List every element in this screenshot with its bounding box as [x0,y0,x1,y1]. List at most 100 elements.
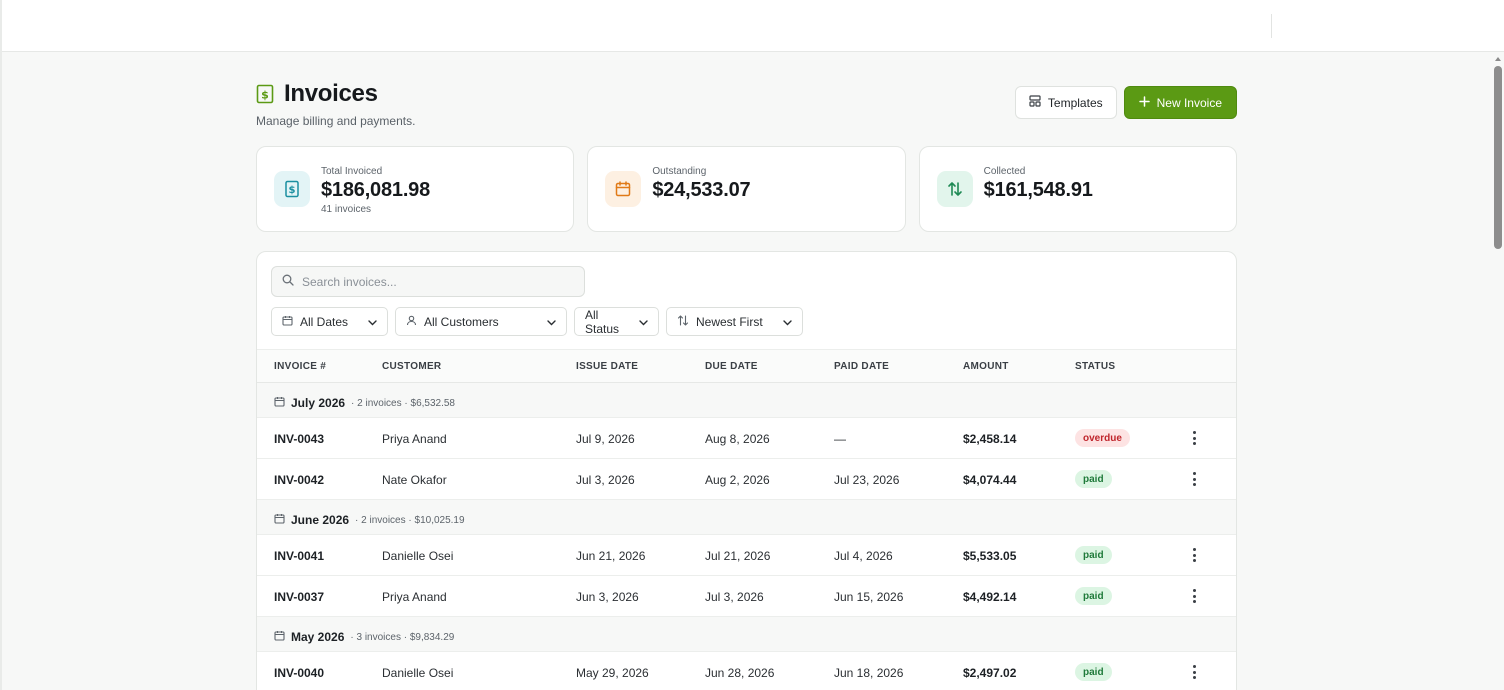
customer-name: Priya Anand [382,590,447,604]
due-date: Jun 28, 2026 [705,666,775,680]
invoice-number: INV-0037 [274,590,325,604]
group-name: July 2026 [291,396,346,410]
due-date: Jul 21, 2026 [705,549,771,563]
month-group-row: May 2026 · 3 invoices · $9,834.29 [257,617,1236,652]
table-row[interactable]: INV-0041 Danielle Osei Jun 21, 2026 Jul 21,… [257,535,1236,576]
sort-dropdown[interactable]: Newest First [666,307,803,336]
svg-text:$: $ [261,89,269,102]
group-name: May 2026 [291,630,345,644]
invoice-number: INV-0042 [274,473,325,487]
paid-date: Jun 15, 2026 [834,590,904,604]
stat-sub: 41 invoices [321,204,372,215]
paid-date: Jul 23, 2026 [834,473,900,487]
more-options-icon[interactable] [1187,588,1201,604]
topbar-divider [1271,14,1272,38]
status-filter-label: All Status [585,307,620,336]
more-options-icon[interactable] [1187,471,1201,487]
column-header-issue-date[interactable]: ISSUE DATE [576,361,639,372]
templates-button[interactable]: Templates [1014,86,1117,119]
search-box[interactable] [271,266,585,297]
stat-value: $186,081.98 [321,179,431,201]
stat-value: $161,548.91 [983,179,1093,201]
column-header-due-date[interactable]: DUE DATE [705,361,758,372]
page-header: $ Invoices Manage billing and payments. … [256,80,1237,130]
column-header-amount[interactable]: AMOUNT [963,361,1009,372]
due-date: Aug 2, 2026 [705,473,770,487]
stat-label: Collected [983,166,1026,177]
chevron-down-icon [639,315,648,329]
customer-name: Priya Anand [382,432,447,446]
issue-date: Jul 9, 2026 [576,432,635,446]
left-edge [0,0,2,690]
amount: $5,533.05 [963,549,1017,563]
customer-filter-label: All Customers [424,314,499,329]
status-badge: paid [1075,663,1112,681]
chevron-down-icon [783,315,792,329]
issue-date: Jul 3, 2026 [576,473,635,487]
column-header-status[interactable]: STATUS [1075,361,1116,372]
stat-card-outstanding: Outstanding $24,533.07 [587,146,906,232]
column-header-invoice[interactable]: INVOICE # [274,361,327,372]
amount: $2,458.14 [963,432,1017,446]
date-filter-dropdown[interactable]: All Dates [271,307,388,336]
invoices-table-card: All Dates All Customers All Status Newes… [256,251,1237,690]
svg-text:$: $ [289,185,296,196]
month-group-row: July 2026 · 2 invoices · $6,532.58 [257,383,1236,418]
month-group-row: June 2026 · 2 invoices · $10,025.19 [257,500,1236,535]
stat-card-collected: Collected $161,548.91 [918,146,1237,232]
more-options-icon[interactable] [1187,430,1201,446]
more-options-icon[interactable] [1187,547,1201,563]
table-row[interactable]: INV-0042 Nate Okafor Jul 3, 2026 Aug 2, 202… [257,459,1236,500]
customer-filter-dropdown[interactable]: All Customers [395,307,567,336]
due-date: Jul 3, 2026 [705,590,764,604]
paid-date: Jul 4, 2026 [834,549,893,563]
new-invoice-button[interactable]: New Invoice [1123,86,1237,119]
amount: $4,492.14 [963,590,1017,604]
stat-label: Outstanding [652,166,707,177]
top-bar [0,0,1504,52]
sort-label: Newest First [696,314,763,329]
status-filter-dropdown[interactable]: All Status [574,307,659,336]
group-meta: · 2 invoices · $6,532.58 [351,397,455,409]
invoice-number: INV-0041 [274,549,325,563]
user-icon [406,315,417,329]
date-filter-label: All Dates [300,314,349,329]
table-row[interactable]: INV-0040 Danielle Osei May 29, 2026 Jun 28,… [257,652,1236,690]
chevron-down-icon [547,315,556,329]
stat-value: $24,533.07 [652,179,751,201]
templates-label: Templates [1047,95,1103,110]
issue-date: May 29, 2026 [576,666,649,680]
calendar-icon [282,315,293,329]
table-row[interactable]: INV-0037 Priya Anand Jun 3, 2026 Jul 3, 202… [257,576,1236,617]
more-options-icon[interactable] [1187,664,1201,680]
customer-name: Danielle Osei [382,549,454,563]
page-subtitle: Manage billing and payments. [256,114,416,128]
group-meta: · 3 invoices · $9,834.29 [350,631,455,643]
plus-icon [1138,95,1150,110]
column-header-paid-date[interactable]: PAID DATE [834,361,890,372]
customer-name: Nate Okafor [382,473,447,487]
calendar-icon [274,394,285,412]
calendar-icon [605,171,642,207]
invoice-number: INV-0040 [274,666,325,680]
issue-date: Jun 3, 2026 [576,590,639,604]
scroll-up-arrow-icon[interactable] [1495,57,1501,61]
invoice-dollar-icon: $ [256,84,276,104]
new-invoice-label: New Invoice [1156,95,1222,110]
search-input[interactable] [302,274,572,289]
status-badge: paid [1075,546,1112,564]
scrollbar-thumb[interactable] [1494,66,1502,249]
issue-date: Jun 21, 2026 [576,549,646,563]
group-meta: · 2 invoices · $10,025.19 [355,514,465,526]
stats-row: $ Total Invoiced $186,081.98 41 invoices… [256,146,1237,232]
page-title: Invoices [284,80,378,107]
templates-icon [1029,95,1041,110]
sort-icon [677,314,689,329]
column-header-customer[interactable]: CUSTOMER [382,361,442,372]
amount: $2,497.02 [963,666,1017,680]
amount: $4,074.44 [963,473,1017,487]
dollar-icon: $ [274,171,310,207]
table-row[interactable]: INV-0043 Priya Anand Jul 9, 2026 Aug 8, 202… [257,418,1236,459]
calendar-icon [274,628,285,646]
table-header: INVOICE # CUSTOMER ISSUE DATE DUE DATE P… [257,349,1236,383]
